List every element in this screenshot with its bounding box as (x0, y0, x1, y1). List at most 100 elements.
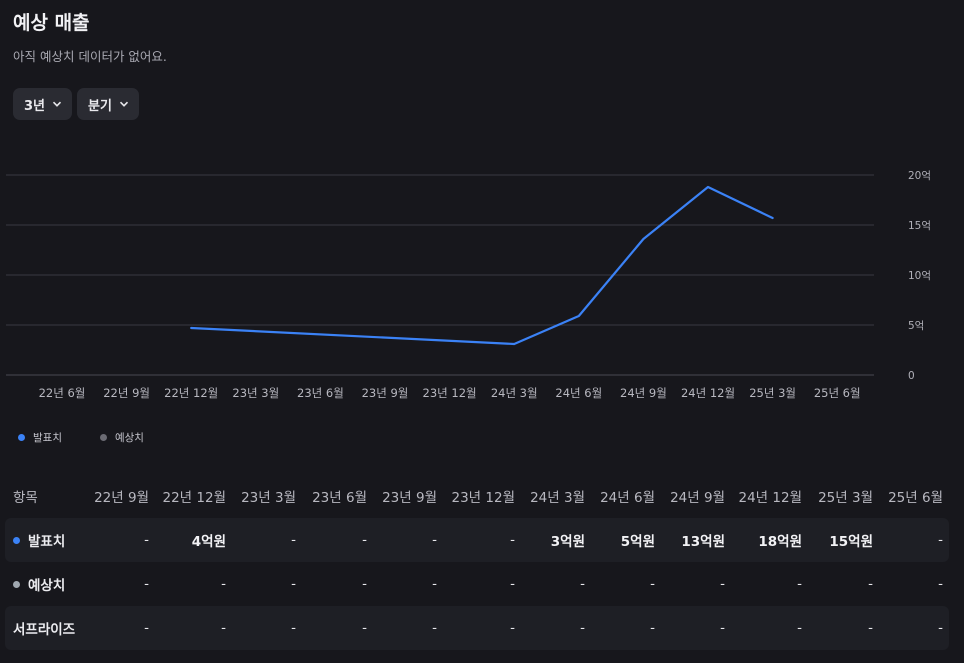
interval-dropdown[interactable]: 분기 (77, 88, 139, 120)
table-column-header: 24년 6월 (600, 490, 655, 506)
table-cell: 18억원 (758, 534, 802, 550)
page-title: 예상 매출 (13, 12, 90, 34)
table-column-header: 23년 6월 (312, 490, 367, 506)
x-tick-label: 24년 12월 (681, 386, 735, 400)
y-tick-label: 10억 (908, 270, 931, 282)
table-column-header: 22년 12월 (162, 490, 227, 506)
data-point[interactable] (640, 236, 646, 242)
table-row-label-text: 서프라이즈 (13, 622, 76, 638)
period-dropdown[interactable]: 3년 (13, 88, 73, 120)
interval-dropdown-label: 분기 (88, 98, 112, 114)
series-dot-icon (13, 536, 20, 544)
x-tick-label: 23년 3월 (232, 386, 279, 400)
data-point[interactable] (770, 215, 776, 221)
table-cell: - (221, 576, 226, 592)
table-cell: 13억원 (681, 534, 725, 550)
table-cell: - (362, 620, 367, 636)
table-cell: - (720, 620, 725, 636)
table-header-row: 항목 22년 9월 22년 12월 23년 3월 23년 6월 23년 9월 23년 12월… (5, 474, 949, 518)
table-row: 발표치 - 4억원 - - - - 3억원 5억원 13억원 18억원 15억원 - (5, 518, 949, 562)
table-cell: - (510, 620, 515, 636)
table-row-label: 예상치 (13, 562, 65, 606)
table-corner-label: 항목 (13, 490, 38, 506)
table-cell: - (580, 620, 585, 636)
table-cell: - (432, 620, 437, 636)
x-tick-label: 24년 3월 (491, 386, 538, 400)
series-line-actual[interactable] (190, 185, 774, 346)
x-tick-label: 24년 6월 (555, 386, 602, 400)
x-tick-label: 23년 12월 (423, 386, 477, 400)
table-cell: - (291, 532, 296, 548)
table-cell: 3억원 (550, 534, 585, 550)
table-column-header: 24년 3월 (530, 490, 585, 506)
table-cell: - (144, 532, 149, 548)
data-point[interactable] (576, 313, 582, 319)
table-cell: - (797, 620, 802, 636)
table-row-label: 서프라이즈 (13, 606, 75, 650)
period-dropdown-label: 3년 (24, 98, 46, 114)
legend-dot-estimate (99, 434, 107, 441)
x-tick-label: 23년 6월 (297, 386, 344, 400)
legend-dot-actual (18, 434, 25, 441)
table-cell: - (432, 532, 437, 548)
filter-controls: 3년 분기 (13, 88, 139, 120)
table-cell: - (291, 576, 296, 592)
table-cell: - (144, 620, 149, 636)
table-cell: - (362, 576, 367, 592)
x-tick-label: 22년 6월 (39, 386, 86, 400)
table-cell: - (221, 620, 226, 636)
legend-label-estimate: 예상치 (114, 432, 144, 444)
table-column-header: 24년 9월 (670, 490, 725, 506)
page-subtitle: 아직 예상치 데이터가 없어요. (13, 49, 167, 64)
table-cell: - (580, 576, 585, 592)
table-cell: - (797, 576, 802, 592)
y-tick-label: 15억 (908, 220, 931, 232)
table-row: 예상치 - - - - - - - - - - - - (5, 562, 949, 606)
x-tick-label: 24년 9월 (620, 386, 667, 400)
table-cell: - (938, 620, 943, 636)
table-cell: - (938, 576, 943, 592)
data-point[interactable] (188, 325, 194, 331)
y-tick-label: 0 (908, 370, 915, 382)
table-column-header: 25년 3월 (818, 490, 873, 506)
x-tick-label: 25년 3월 (749, 386, 796, 400)
table-column-header: 25년 6월 (888, 490, 943, 506)
table-cell: 5억원 (620, 534, 655, 550)
legend-label-actual: 발표치 (33, 432, 62, 444)
table-cell: - (938, 532, 943, 548)
table-cell: - (291, 620, 296, 636)
table-cell: - (720, 576, 725, 592)
chevron-down-icon (52, 101, 62, 107)
chart-legend: 발표치 예상치 (18, 430, 144, 445)
table-cell: 15억원 (829, 534, 873, 550)
data-point[interactable] (705, 184, 711, 190)
table-row-label: 발표치 (13, 518, 65, 562)
table-row-label-text: 발표치 (28, 534, 66, 550)
x-tick-label: 25년 6월 (814, 386, 861, 400)
table-cell: - (362, 532, 367, 548)
table-column-header: 22년 9월 (94, 490, 149, 506)
table-column-header: 23년 9월 (382, 490, 437, 506)
table-cell: 4억원 (191, 534, 226, 550)
table-row: 서프라이즈 - - - - - - - - - - - - (5, 606, 949, 650)
table-cell: - (432, 576, 437, 592)
table-cell: - (144, 576, 149, 592)
table-cell: - (510, 576, 515, 592)
x-tick-label: 22년 12월 (164, 386, 218, 400)
legend-item-estimate[interactable]: 예상치 (99, 430, 144, 445)
table-cell: - (868, 620, 873, 636)
table-cell: - (510, 532, 515, 548)
y-tick-label: 20억 (908, 170, 931, 182)
legend-item-actual[interactable]: 발표치 (18, 430, 62, 445)
series-dot-icon (13, 580, 20, 588)
table-column-header: 23년 3월 (241, 490, 296, 506)
x-tick-label: 23년 9월 (362, 386, 409, 400)
x-tick-label: 22년 9월 (103, 386, 150, 400)
table-cell: - (868, 576, 873, 592)
table-row-label-text: 예상치 (28, 578, 66, 594)
data-point[interactable] (511, 341, 517, 347)
y-tick-label: 5억 (908, 320, 924, 332)
chevron-down-icon (119, 101, 129, 107)
revenue-table: 항목 22년 9월 22년 12월 23년 3월 23년 6월 23년 9월 23년 12월… (5, 474, 949, 650)
revenue-line-chart: 0 5억 10억 15억 20억 22년 6월 22년 9월 22년 12월 23년 3월 23년… (6, 170, 931, 400)
